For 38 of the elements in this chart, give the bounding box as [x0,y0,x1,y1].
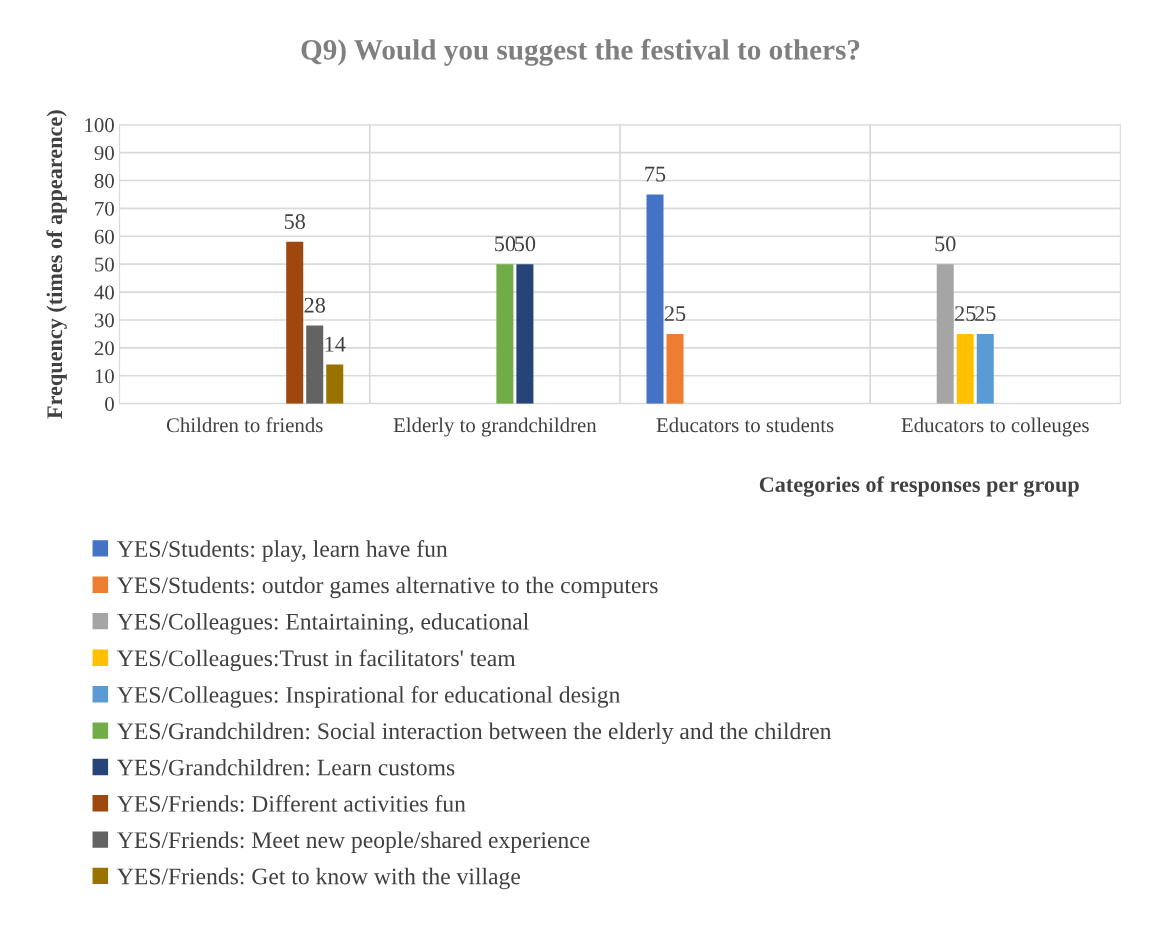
data-label: 25 [955,306,976,322]
legend-label: YES/Students: outdor games alternative to the computers [117,576,658,599]
x-tick-label: Educators to colleuges [901,417,1089,437]
legend-label: YES/Grandchildren: Social interaction between the elderly and the children [117,722,832,745]
data-label: 50 [515,236,536,252]
legend-label: YES/Students: play, learn have fun [117,540,448,562]
y-tick-label: 0 [105,397,114,412]
data-label: 50 [495,236,516,252]
y-axis-title: Frequency (times of appearence) [46,110,67,419]
x-tick-label: Elderly to grandchildren [393,417,597,437]
data-label: 25 [975,306,996,322]
x-tick-label: Educators to students [656,417,834,433]
x-tick-label: Children to friends [166,417,323,433]
legend-label: YES/Colleagues: Entairtaining, educational [117,613,529,635]
x-axis-title: Categories of responses per group [759,476,1079,497]
data-label: 25 [664,306,686,322]
data-label: 50 [935,236,956,252]
legend-label: YES/Grandchildren: Learn customs [117,758,455,776]
y-tick-label: 80 [94,173,114,188]
legend-label: YES/Colleagues: Inspirational for educational design [117,685,621,708]
chart-title: Q9) Would you suggest the festival to others? [301,38,860,66]
y-tick-label: 90 [94,145,114,161]
data-label: 58 [284,214,305,230]
legend-label: YES/Friends: Different activities fun [117,794,466,812]
y-tick-label: 20 [94,341,114,356]
y-tick-label: 70 [95,201,114,216]
data-label: 75 [645,166,666,182]
y-tick-label: 60 [94,229,114,244]
y-tick-label: 50 [95,257,114,272]
legend-label: YES/Friends: Get to know with the village [117,867,520,890]
y-tick-label: 10 [95,369,114,384]
data-label: 28 [304,297,325,313]
legend-label: YES/Colleagues:Trust in facilitators' team [117,649,516,672]
legend-label: YES/Friends: Meet new people/shared experience [117,831,590,853]
data-label: 14 [325,336,346,352]
y-tick-label: 30 [94,313,114,328]
y-tick-label: 40 [94,285,114,300]
y-tick-label: 100 [85,118,114,133]
